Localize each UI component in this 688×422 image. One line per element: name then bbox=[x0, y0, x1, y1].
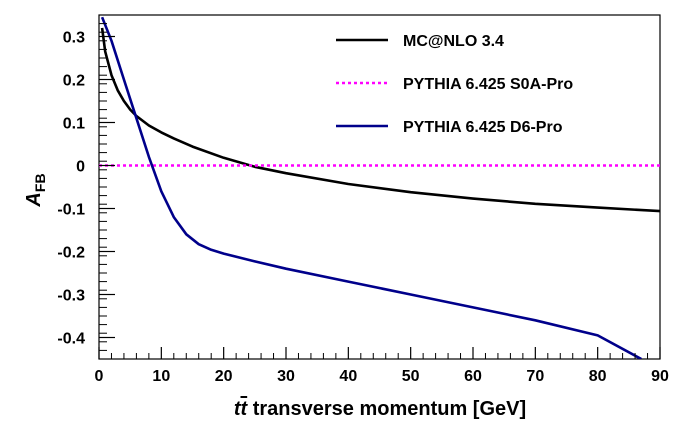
legend-label-1: MC@NLO 3.4 bbox=[403, 33, 504, 50]
y-tick-label: -0.1 bbox=[57, 202, 85, 219]
legend-label-3: PYTHIA 6.425 D6-Pro bbox=[403, 119, 563, 136]
x-tick-label: 90 bbox=[651, 368, 669, 385]
y-tick-label: 0.2 bbox=[63, 73, 85, 90]
axis-layer: 0 10 20 30 40 50 60 70 80 90 0.3 0.2 0.1 0 -0.1 -0.2 -0.… bbox=[57, 14, 669, 385]
y-tick-label: -0.4 bbox=[57, 331, 85, 348]
x-tick-label: 40 bbox=[339, 368, 357, 385]
series-line-3 bbox=[100, 16, 642, 359]
x-tick-label: 80 bbox=[589, 368, 607, 385]
x-tick-label: 10 bbox=[152, 368, 170, 385]
y-tick-label: 0.3 bbox=[63, 30, 85, 47]
x-tick-label: 30 bbox=[277, 368, 295, 385]
y-tick-label: 0.1 bbox=[63, 116, 85, 133]
legend: MC@NLO 3.4 PYTHIA 6.425 S0A-Pro PYTHIA 6.4… bbox=[336, 33, 573, 136]
x-tick-label: 60 bbox=[464, 368, 482, 385]
y-tick-label: -0.3 bbox=[57, 288, 85, 305]
y-axis-title: AFB bbox=[23, 173, 48, 207]
legend-label-2: PYTHIA 6.425 S0A-Pro bbox=[403, 76, 573, 93]
series-line-1 bbox=[100, 27, 660, 213]
y-tick-label: 0 bbox=[76, 159, 85, 176]
x-axis-title: tt transverse momentum [GeV] bbox=[234, 398, 526, 420]
y-tick-label: -0.2 bbox=[57, 245, 85, 262]
x-tick-label: 0 bbox=[95, 368, 104, 385]
x-tick-label: 70 bbox=[526, 368, 544, 385]
x-tick-label: 50 bbox=[402, 368, 420, 385]
x-tick-label: 20 bbox=[215, 368, 233, 385]
series-layer bbox=[99, 16, 660, 359]
